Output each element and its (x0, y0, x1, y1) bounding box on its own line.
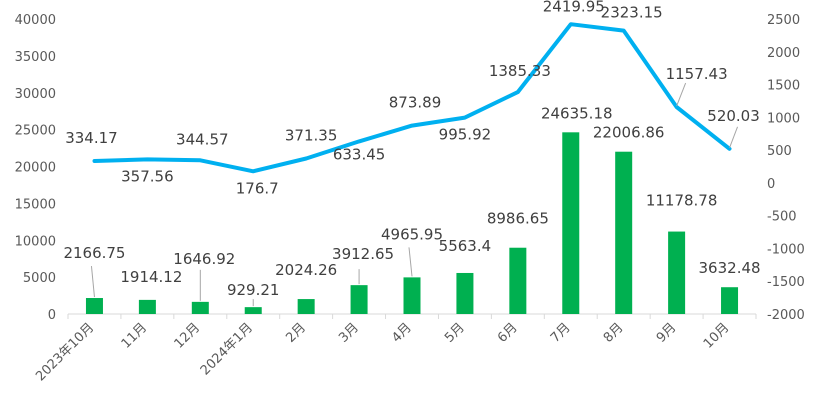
line-value-label: 2419.95 (543, 0, 605, 15)
x-tick-label: 9月 (654, 320, 680, 346)
left-axis-ticks: 0 5000 10000 15000 20000 25000 30000 35000 40000 (15, 13, 56, 323)
x-tick-label: 5月 (442, 320, 468, 346)
leader-line (676, 82, 687, 107)
x-tick-label: 6月 (495, 320, 521, 346)
x-tick-label: 10月 (701, 320, 732, 351)
right-tick-label: -1000 (767, 242, 805, 257)
line-value-label: 1385.33 (489, 62, 551, 80)
bar-value-label: 24635.18 (541, 104, 613, 122)
left-tick-label: 30000 (15, 87, 56, 102)
bar-value-label: 1914.12 (120, 268, 182, 286)
line-value-label: 633.45 (333, 145, 386, 163)
line-value-label: 334.17 (65, 129, 118, 147)
bar-value-label: 2024.26 (275, 261, 337, 279)
right-tick-label: 2500 (767, 13, 800, 28)
left-tick-label: 5000 (23, 271, 56, 286)
bar (350, 285, 368, 314)
left-tick-label: 10000 (15, 234, 56, 249)
bar-value-label: 8986.65 (487, 210, 549, 228)
right-tick-label: 0 (767, 177, 775, 192)
bar-value-label: 1646.92 (173, 250, 235, 268)
x-tick-label: 2月 (283, 320, 309, 346)
right-axis-ticks: -2000 -1500 -1000 -500 0 500 1000 1500 2000 2500 (767, 13, 805, 323)
bar (191, 301, 209, 314)
line-value-label: 176.7 (236, 179, 279, 197)
x-tick-label: 2024年1月 (198, 320, 256, 378)
x-tick-label: 8月 (601, 320, 627, 346)
line-value-label: 995.92 (439, 126, 492, 144)
line-value-label: 1157.43 (666, 65, 728, 83)
right-tick-label: -1500 (767, 275, 805, 290)
bar (615, 151, 633, 314)
x-tick-label: 7月 (548, 320, 574, 346)
left-tick-label: 25000 (15, 124, 56, 139)
left-tick-label: 15000 (15, 197, 56, 212)
left-tick-label: 40000 (15, 13, 56, 28)
left-tick-label: 35000 (15, 50, 56, 65)
line-value-label: 2323.15 (601, 4, 663, 22)
x-tick-label: 2023年10月 (33, 320, 97, 384)
x-tick-label: 11月 (119, 320, 150, 351)
leader-line (729, 126, 739, 148)
leader-line (408, 247, 413, 277)
bar (721, 287, 739, 314)
bar-value-label: 22006.86 (593, 124, 665, 142)
bar (138, 299, 156, 314)
bar (456, 272, 474, 314)
right-tick-label: 1500 (767, 79, 800, 94)
bar-value-label: 11178.78 (646, 192, 718, 210)
bar (403, 277, 421, 314)
line-value-label: 873.89 (389, 94, 442, 112)
right-tick-label: -2000 (767, 308, 805, 323)
bar-value-label: 2166.75 (63, 244, 125, 262)
right-tick-label: 1000 (767, 111, 800, 126)
line-series (92, 22, 732, 174)
bar (562, 132, 580, 314)
bar (244, 307, 262, 314)
bar-series (85, 132, 739, 314)
right-tick-label: 500 (767, 144, 792, 159)
bar-value-label: 3632.48 (699, 259, 761, 277)
right-tick-label: 2000 (767, 46, 800, 61)
line-value-label: 520.03 (707, 107, 760, 125)
left-tick-label: 20000 (15, 161, 56, 176)
bar (668, 231, 686, 314)
line-value-label: 357.56 (121, 167, 174, 185)
bar-value-label: 5563.4 (439, 237, 492, 255)
bar (297, 299, 315, 314)
right-tick-label: -500 (767, 210, 797, 225)
leader-line (90, 265, 95, 298)
x-tick-label: 4月 (389, 320, 415, 346)
x-tick-label: 3月 (336, 320, 362, 346)
bar (509, 247, 527, 314)
line-value-label: 371.35 (285, 127, 338, 145)
label-leader-lines (90, 82, 739, 307)
bar-value-label: 4965.95 (381, 225, 443, 243)
bar-value-label: 3912.65 (332, 245, 394, 263)
left-tick-label: 0 (48, 308, 56, 323)
bar (85, 298, 103, 314)
x-tick-label: 12月 (172, 320, 203, 351)
bar-value-label: 929.21 (227, 281, 280, 299)
line-value-label: 344.57 (176, 130, 229, 148)
